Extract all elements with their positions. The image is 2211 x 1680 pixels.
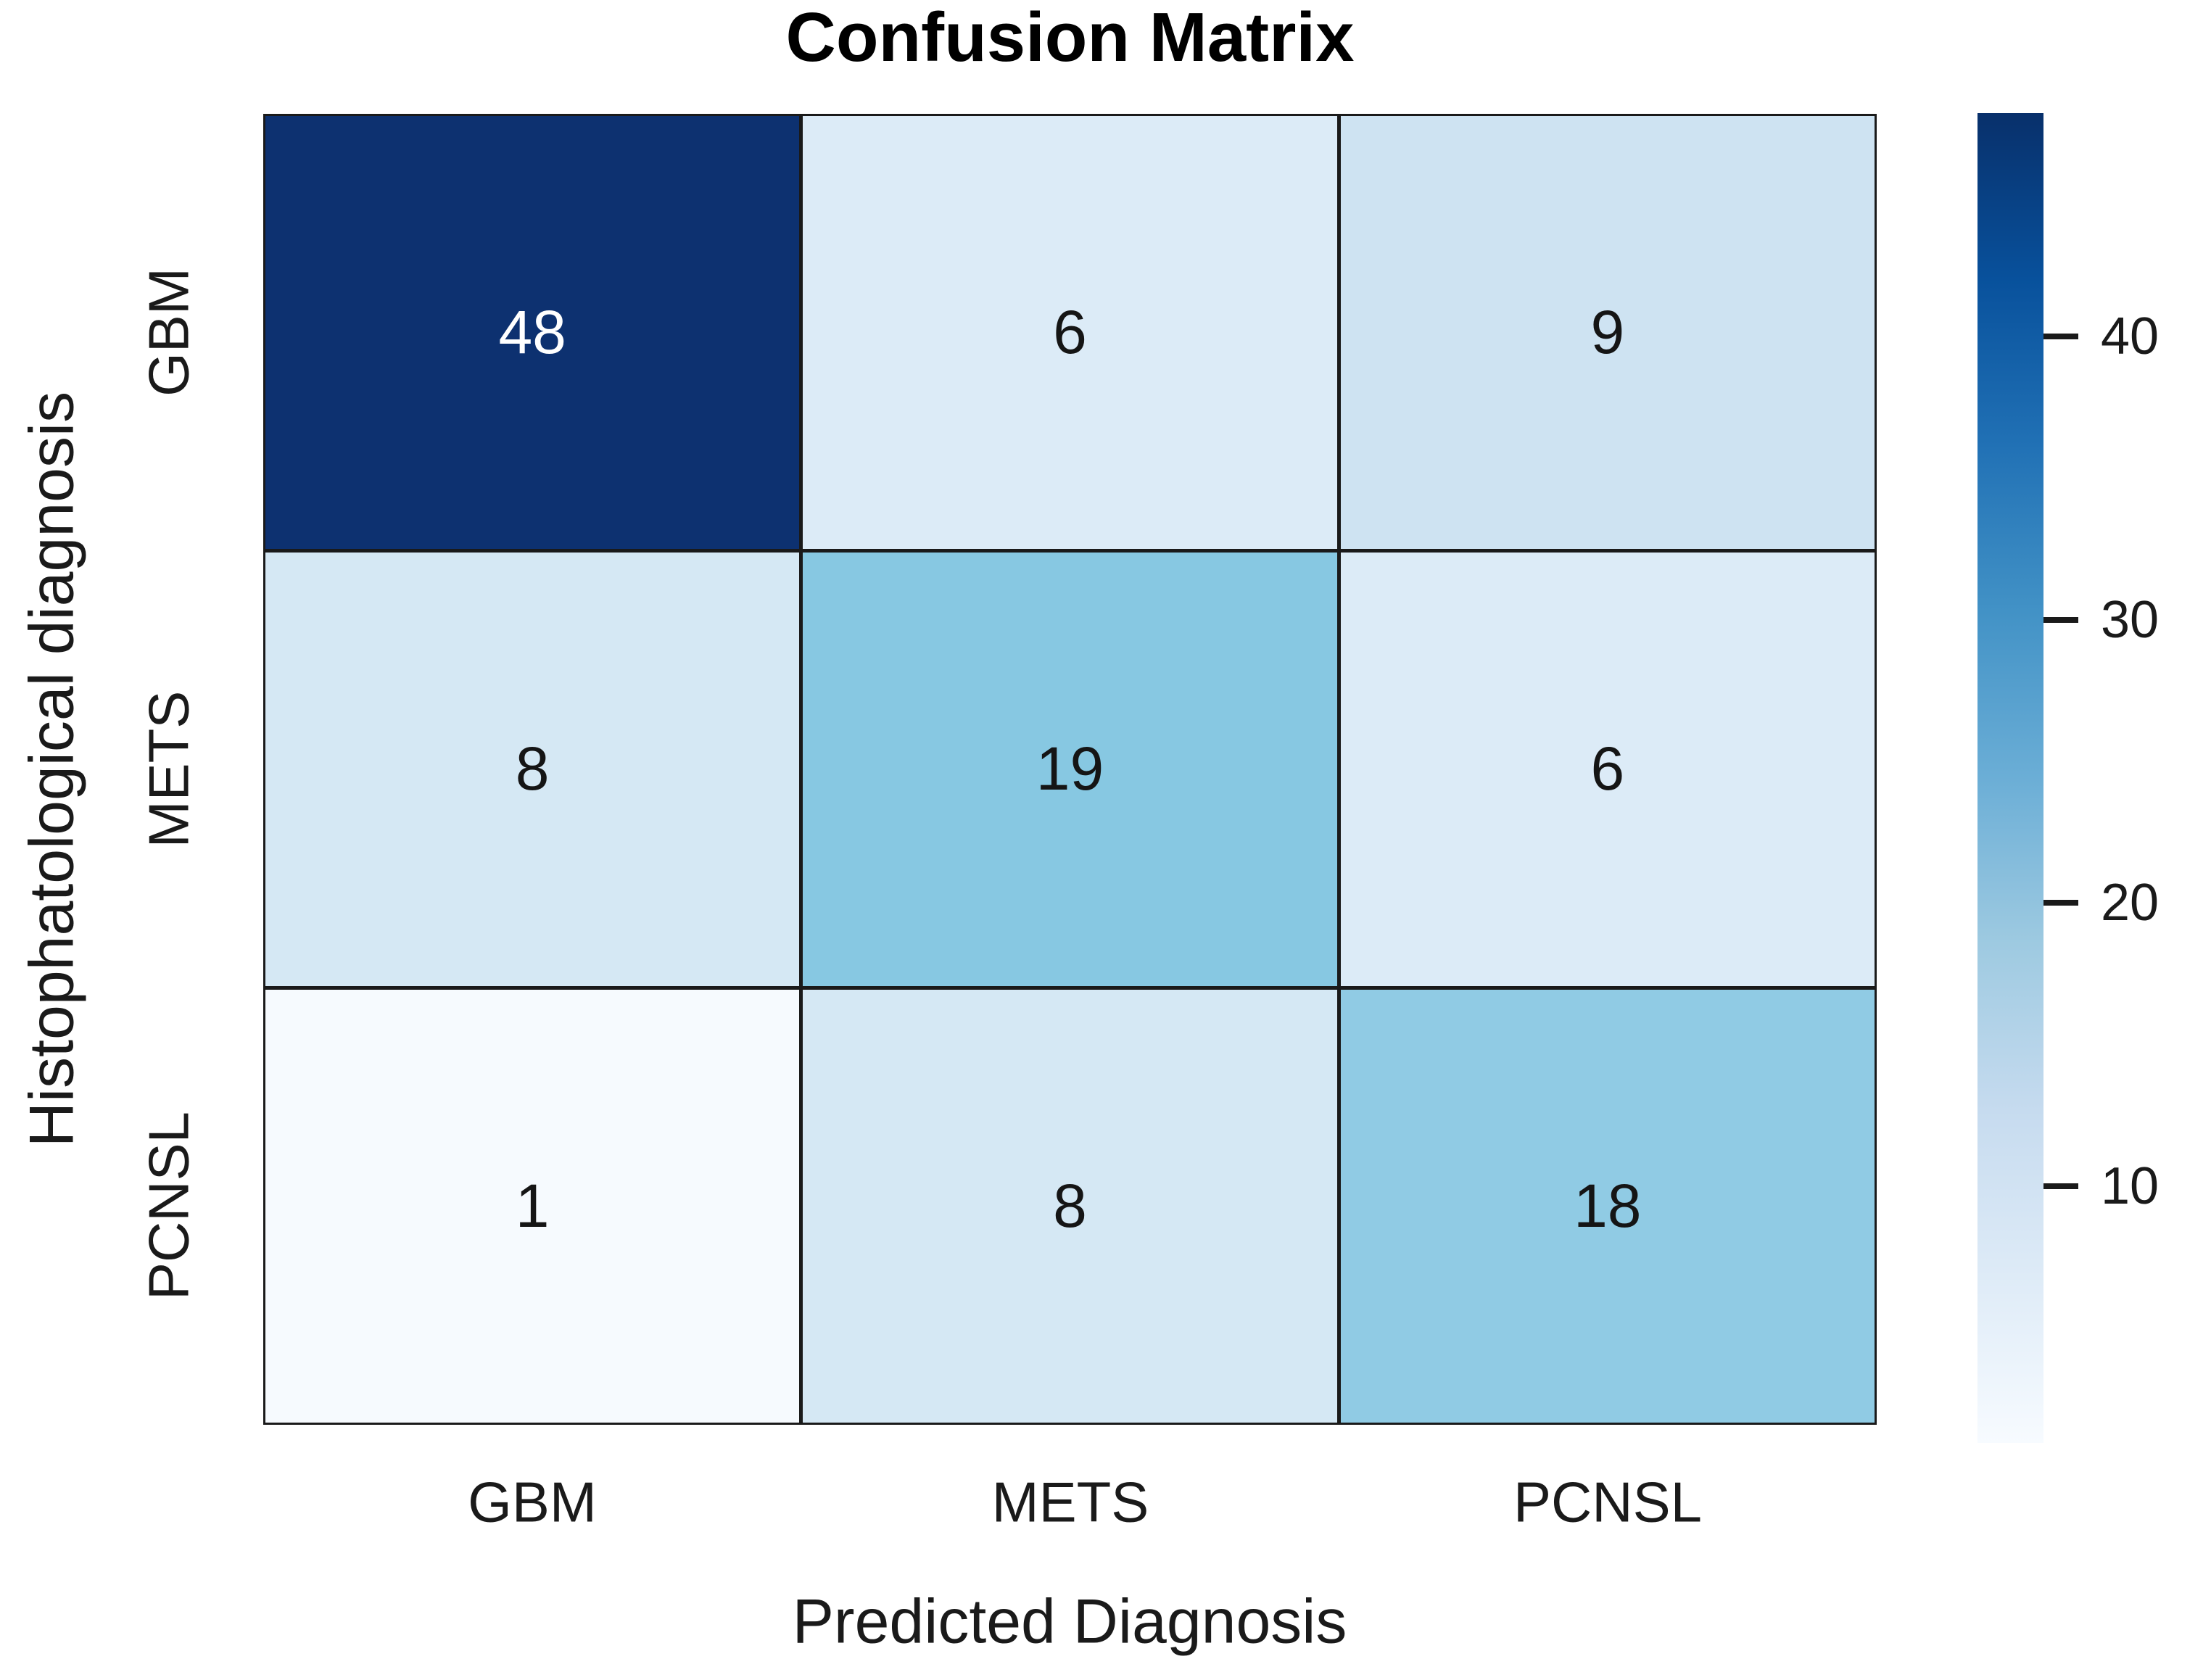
matrix-cell-pcnsl-mets: 8 (803, 989, 1337, 1423)
matrix-cell-gbm-mets: 6 (803, 116, 1337, 550)
matrix-cell-pcnsl-pcnsl: 18 (1340, 989, 1875, 1423)
chart-title: Confusion Matrix (785, 0, 1355, 76)
colorbar-tick-label: 40 (2101, 307, 2160, 365)
confusion-matrix-grid: 48 6 9 8 19 6 1 8 18 (263, 114, 1877, 1425)
colorbar-tick-mark (2043, 334, 2078, 339)
x-tick-gbm: GBM (468, 1470, 597, 1534)
x-tick-pcnsl: PCNSL (1513, 1470, 1703, 1534)
matrix-cell-gbm-pcnsl: 9 (1340, 116, 1875, 550)
matrix-cell-gbm-gbm: 48 (265, 116, 800, 550)
matrix-cell-mets-pcnsl: 6 (1340, 553, 1875, 986)
colorbar-tick-mark (2043, 1183, 2078, 1189)
colorbar-tick-mark (2043, 617, 2078, 623)
colorbar-ticks: 40 30 20 10 (1977, 113, 2211, 1443)
y-tick-gbm: GBM (136, 268, 201, 397)
y-tick-mets: METS (136, 690, 201, 848)
colorbar-gradient (1977, 113, 2043, 1443)
matrix-cell-mets-mets: 19 (803, 553, 1337, 986)
x-tick-mets: METS (991, 1470, 1149, 1534)
colorbar-tick-label: 20 (2101, 874, 2160, 932)
matrix-cell-mets-gbm: 8 (265, 553, 800, 986)
colorbar-tick-mark (2043, 900, 2078, 906)
y-axis-label: Histophatological diagnosis (17, 391, 87, 1148)
colorbar-tick-label: 10 (2101, 1157, 2160, 1215)
x-axis-label: Predicted Diagnosis (792, 1586, 1347, 1657)
colorbar-tick-label: 30 (2101, 591, 2160, 649)
matrix-cell-pcnsl-gbm: 1 (265, 989, 800, 1423)
y-tick-pcnsl: PCNSL (136, 1111, 201, 1301)
